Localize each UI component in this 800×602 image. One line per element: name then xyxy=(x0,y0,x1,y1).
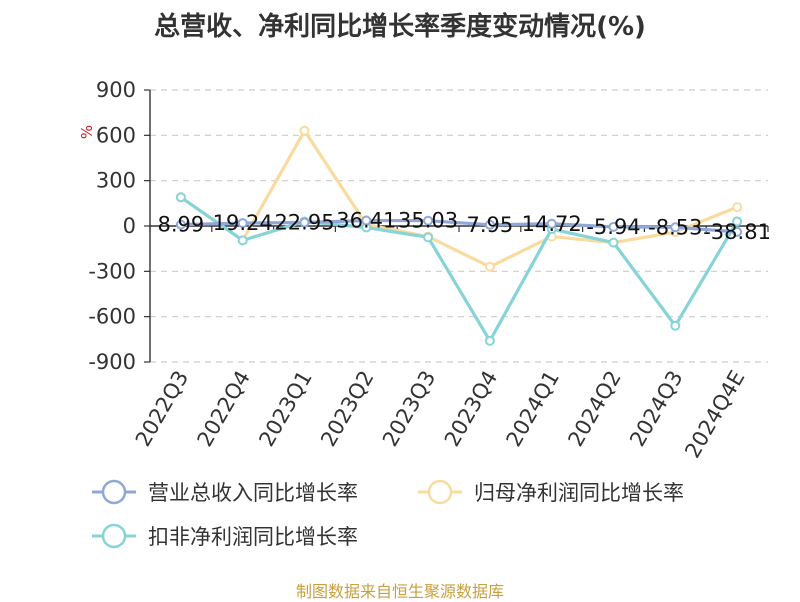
series-line xyxy=(179,129,738,269)
data-point xyxy=(484,335,495,346)
data-label: 19.24 xyxy=(213,211,273,235)
data-point xyxy=(299,125,310,136)
legend-swatch-marker xyxy=(101,523,127,549)
legend-swatch-marker xyxy=(427,479,453,505)
y-tick-label: 0 xyxy=(123,214,136,238)
x-tick-label: 2024Q1 xyxy=(502,367,564,451)
y-tick-label: 300 xyxy=(96,169,136,193)
data-point xyxy=(361,215,372,226)
y-tick-label: 900 xyxy=(96,78,136,102)
data-label: -5.94 xyxy=(586,215,640,239)
unit-label: % xyxy=(78,125,96,139)
x-tick-label: 2023Q2 xyxy=(316,367,378,451)
data-label: -38.81 xyxy=(703,220,771,244)
data-point xyxy=(608,237,619,248)
series-line xyxy=(179,195,739,343)
x-tick-label: 2023Q3 xyxy=(378,366,440,450)
data-point xyxy=(299,217,310,228)
data-label: -8.53 xyxy=(648,215,702,239)
data-point xyxy=(732,202,743,213)
x-tick-label: 2023Q4 xyxy=(440,367,502,451)
data-point xyxy=(237,218,248,229)
data-point xyxy=(484,219,495,230)
legend-label: 扣非净利润同比增长率 xyxy=(148,525,358,549)
data-point xyxy=(546,218,557,229)
chart-title: 总营收、净利同比增长率季度变动情况(%) xyxy=(154,12,646,42)
data-label: 22.95 xyxy=(274,211,334,235)
data-point xyxy=(175,192,186,203)
data-label: 8.99 xyxy=(158,213,205,237)
legend-swatch-marker xyxy=(101,479,127,505)
y-tick-label: 600 xyxy=(96,123,136,147)
data-point xyxy=(237,235,248,246)
data-label: 35.03 xyxy=(398,209,458,233)
y-tick-label: -600 xyxy=(88,305,136,329)
data-point xyxy=(423,232,434,243)
y-tick-label: -300 xyxy=(88,259,136,283)
data-point xyxy=(175,219,186,230)
data-label: 14.72 xyxy=(522,212,582,236)
data-label: 7.95 xyxy=(467,213,514,237)
x-tick-label: 2024Q3 xyxy=(625,367,687,451)
x-tick-label: 2024Q4E xyxy=(680,367,749,463)
x-tick-label: 2022Q4 xyxy=(193,367,255,451)
legend-label: 营业总收入同比增长率 xyxy=(148,481,358,505)
data-point xyxy=(670,222,681,233)
x-tick-label: 2022Q3 xyxy=(131,367,193,451)
data-point xyxy=(732,216,743,227)
data-label: 36.41 xyxy=(336,208,396,232)
data-point xyxy=(732,226,743,237)
y-tick-label: -900 xyxy=(88,350,136,374)
series-line xyxy=(180,218,738,234)
x-tick-label: 2023Q1 xyxy=(254,367,316,451)
data-point xyxy=(484,261,495,272)
x-tick-label: 2024Q2 xyxy=(563,367,625,451)
data-point xyxy=(423,215,434,226)
data-point xyxy=(670,320,681,331)
source-note: 制图数据来自恒生聚源数据库 xyxy=(295,582,504,601)
legend-label: 归母净利润同比增长率 xyxy=(474,481,684,505)
data-point xyxy=(608,221,619,232)
